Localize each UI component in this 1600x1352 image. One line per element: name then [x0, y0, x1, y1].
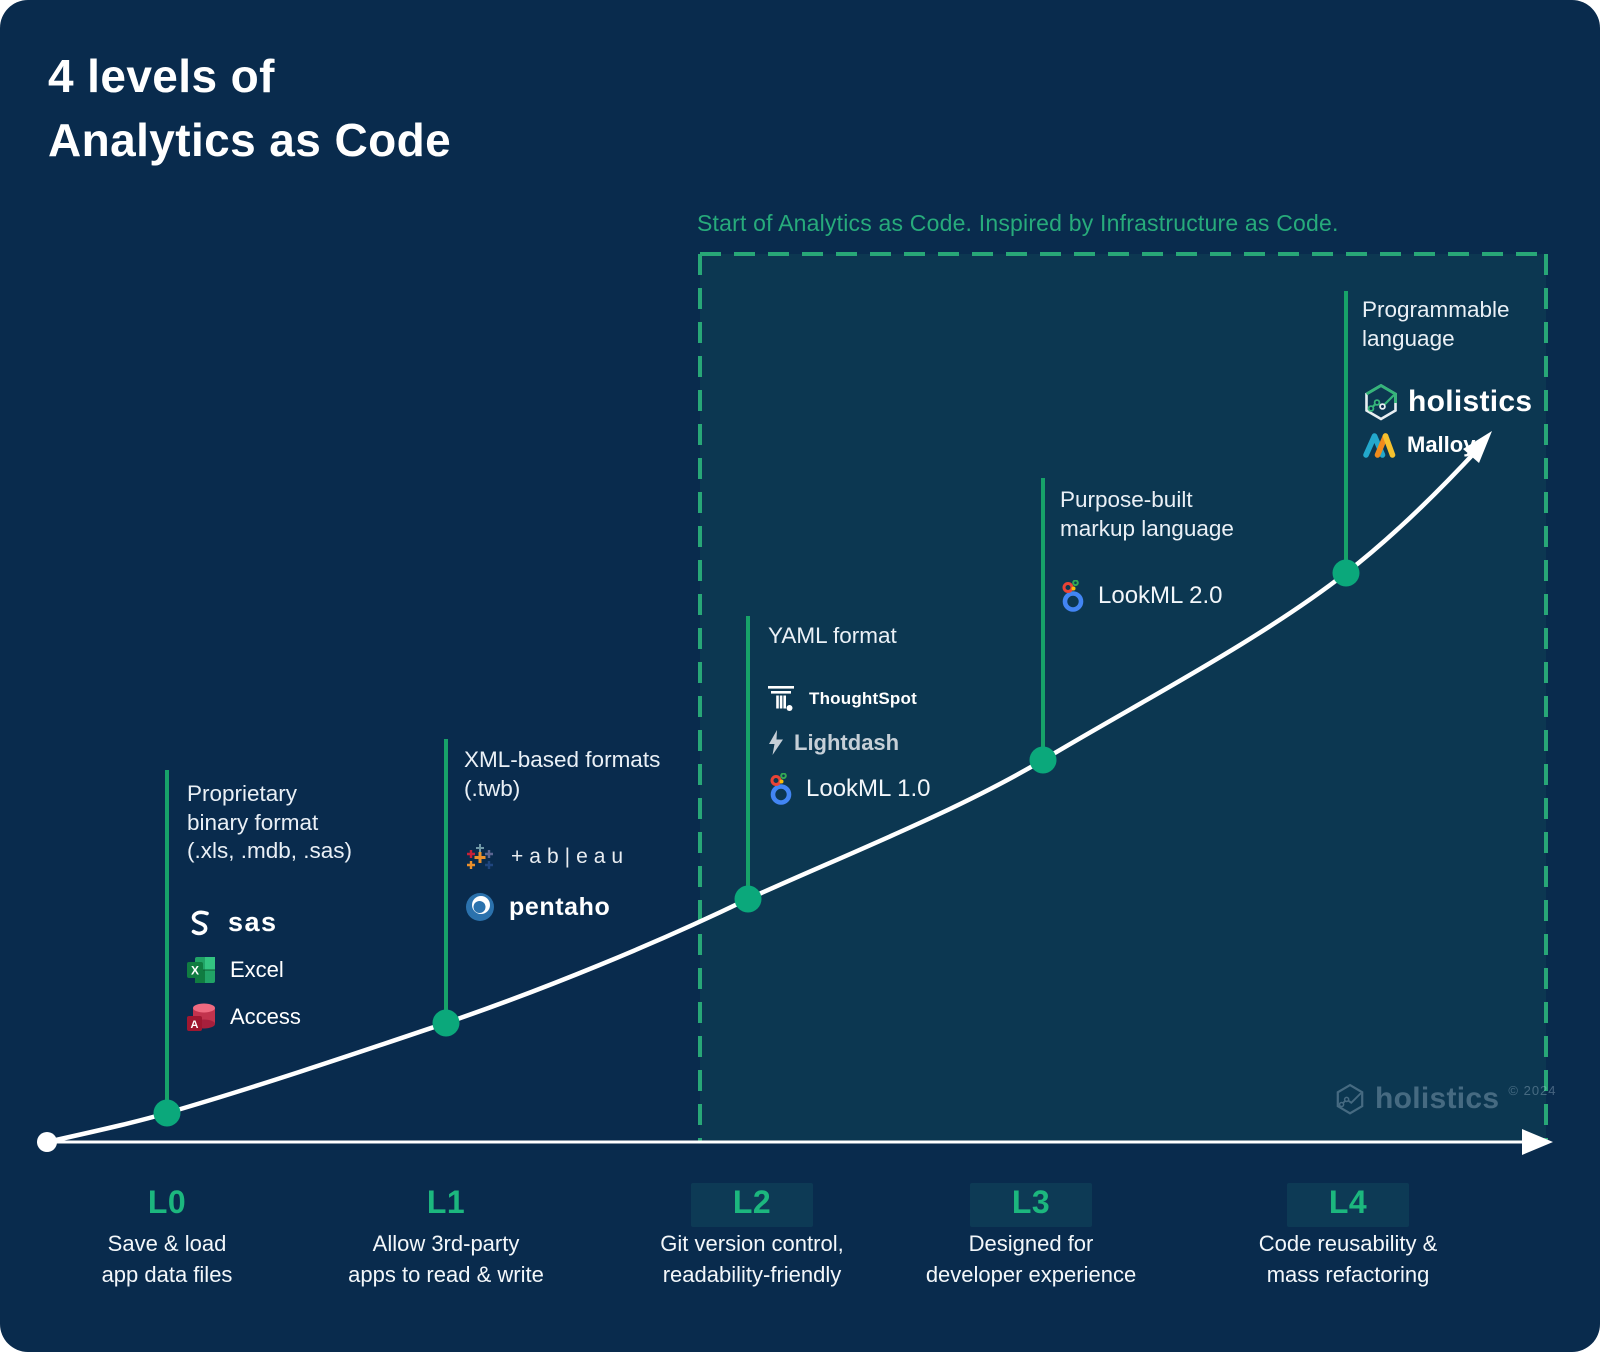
annotation-l0-line1: Proprietary — [187, 781, 298, 806]
axis-caption-l0: Save & load app data files — [101, 1231, 233, 1287]
tool-excel-label: Excel — [230, 956, 284, 982]
tool-malloy-label: Malloy — [1407, 432, 1476, 457]
tool-tableau: +ab|eau — [464, 841, 660, 873]
annotation-l2-line1: YAML format — [768, 623, 897, 648]
tool-thoughtspot: ThoughtSpot — [768, 684, 931, 714]
holistics-watermark-icon — [1336, 1083, 1364, 1115]
axis-caption-l1: Allow 3rd-party apps to read & write — [348, 1231, 544, 1287]
tool-lookml2-label: LookML 2.0 — [1098, 582, 1223, 609]
annotation-l0: Proprietary binary format (.xls, .mdb, .… — [187, 780, 352, 1034]
tool-holistics-label: holistics — [1408, 385, 1533, 418]
axis-tag-l2: L2 — [732, 1184, 772, 1220]
curve-arrowhead — [1463, 431, 1492, 463]
axis-caption-l4: Code reusability & mass refactoring — [1258, 1231, 1438, 1287]
tool-lookml2: LookML 2.0 — [1060, 579, 1234, 613]
annotation-l4-line1: Programmable — [1362, 297, 1510, 322]
analytics-as-code-region — [700, 254, 1546, 1142]
tool-access: A Access — [187, 1000, 352, 1034]
level-dot-l2 — [734, 885, 762, 913]
annotation-l2: YAML format ThoughtSpot Lightdash — [768, 622, 931, 806]
annotation-l0-line2: binary format — [187, 809, 319, 835]
page-title: 4 levels of Analytics as Code — [48, 44, 451, 172]
tool-lookml1: LookML 1.0 — [768, 772, 931, 806]
annotation-l3-line1: Purpose-built — [1060, 487, 1193, 512]
axis-caption-l2: Git version control, readability-friendl… — [660, 1231, 844, 1287]
tool-tableau-label: +ab|eau — [511, 845, 630, 868]
level-dot-l3 — [1029, 746, 1057, 774]
annotation-l1: XML-based formats (.twb) +ab|eau — [464, 746, 660, 923]
tool-pentaho: pentaho — [464, 891, 660, 923]
tool-pentaho-label: pentaho — [509, 892, 611, 921]
axis-badge-l4 — [1287, 1183, 1409, 1227]
annotation-l4-line2: language — [1362, 325, 1455, 351]
access-icon: A — [187, 1003, 215, 1031]
tool-access-label: Access — [230, 1003, 301, 1029]
tool-thoughtspot-label: ThoughtSpot — [809, 688, 917, 708]
lightdash-icon — [769, 729, 783, 755]
level-dot-l0 — [153, 1099, 181, 1127]
annotation-l1-heading: XML-based formats (.twb) — [464, 746, 660, 803]
annotation-l4-heading: Programmable language — [1362, 296, 1532, 353]
tool-excel: X Excel — [187, 953, 352, 987]
sas-icon — [191, 910, 209, 935]
axis-badge-l3 — [970, 1183, 1092, 1227]
svg-text:A: A — [191, 1019, 199, 1031]
tool-holistics: holistics — [1362, 383, 1532, 421]
looker-icon — [770, 772, 792, 805]
tool-lightdash: Lightdash — [768, 728, 931, 758]
annotation-l3-heading: Purpose-built markup language — [1060, 486, 1234, 543]
annotation-l1-line1: XML-based formats — [464, 747, 661, 772]
tool-sas: sas — [187, 906, 352, 940]
holistics-watermark-brand: holistics — [1375, 1082, 1500, 1115]
tableau-icon — [467, 844, 493, 869]
axis-tag-l0: L0 — [147, 1184, 187, 1220]
looker-icon — [1062, 580, 1084, 612]
annotation-l3-line2: markup language — [1060, 515, 1234, 541]
level-dot-l4 — [1332, 559, 1360, 587]
annotation-l2-heading: YAML format — [768, 622, 931, 651]
thoughtspot-icon — [768, 685, 794, 711]
page-title-line2: Analytics as Code — [48, 114, 452, 166]
tool-sas-label: sas — [228, 907, 278, 937]
x-axis-arrowhead — [1522, 1129, 1553, 1155]
malloy-icon — [1363, 433, 1396, 458]
axis-tag-l3: L3 — [1011, 1184, 1051, 1220]
tool-malloy: Malloy — [1362, 430, 1532, 460]
axis-badge-l2 — [691, 1183, 813, 1227]
holistics-watermark: holistics © 2024 — [1334, 1082, 1557, 1116]
pentaho-icon — [466, 893, 494, 921]
holistics-icon — [1365, 383, 1397, 421]
annotation-l4: Programmable language holistics — [1362, 296, 1532, 460]
axis-caption-l3: Designed for developer experience — [925, 1231, 1137, 1287]
level-dot-l1 — [432, 1009, 460, 1037]
svg-text:X: X — [191, 963, 199, 977]
tool-lightdash-label: Lightdash — [794, 729, 900, 755]
axis-tag-l1: L1 — [426, 1184, 466, 1220]
origin-dot — [37, 1132, 57, 1152]
axis-tag-l4: L4 — [1328, 1184, 1368, 1220]
holistics-watermark-year: © 2024 — [1508, 1082, 1557, 1098]
annotation-l0-line3: (.xls, .mdb, .sas) — [187, 838, 353, 863]
aac-banner-caption: Start of Analytics as Code. Inspired by … — [697, 210, 1339, 236]
annotation-l0-heading: Proprietary binary format (.xls, .mdb, .… — [187, 780, 352, 866]
excel-icon: X — [187, 956, 215, 983]
page-title-line1: 4 levels of — [48, 50, 275, 102]
tool-lookml1-label: LookML 1.0 — [806, 774, 931, 802]
annotation-l1-line2: (.twb) — [464, 775, 521, 801]
annotation-l3: Purpose-built markup language LookML 2.0 — [1060, 486, 1234, 613]
